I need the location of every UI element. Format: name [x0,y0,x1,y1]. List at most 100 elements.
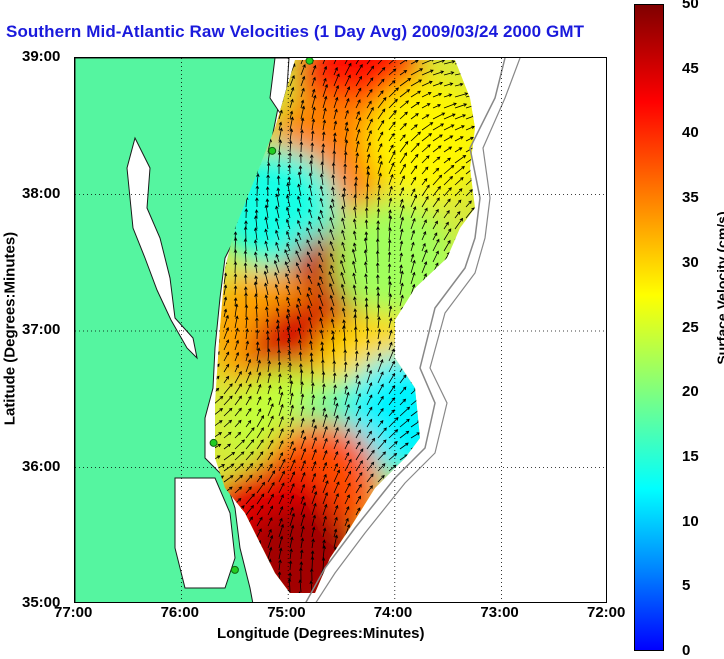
velocity-vector [353,194,357,208]
velocity-vector [432,520,445,527]
velocity-vector [267,595,270,603]
velocity-vector [587,372,590,383]
velocity-vector [465,564,475,571]
velocity-vector [565,407,570,416]
velocity-vector [300,483,306,494]
velocity-vector [317,228,324,241]
velocity-vector [454,307,463,318]
velocity-vector [287,350,292,362]
velocity-vector [465,456,475,461]
velocity-vector [278,139,283,153]
velocity-vector [277,151,282,164]
velocity-vector [421,316,429,329]
velocity-vector [563,232,566,240]
velocity-vector [477,576,484,581]
velocity-vector [366,88,373,98]
velocity-vector [366,171,371,186]
velocity-vector [353,326,358,340]
velocity-vector [510,331,516,339]
velocity-vector [355,128,361,142]
velocity-vector [234,439,245,450]
velocity-vector [583,216,587,229]
velocity-vector [465,308,473,318]
velocity-vector [421,563,430,571]
velocity-vector [310,556,315,571]
velocity-vector [278,535,284,549]
velocity-vector [587,463,591,471]
velocity-vector [400,596,404,603]
velocity-vector [295,238,302,252]
velocity-vector [321,371,326,384]
velocity-vector [355,483,362,494]
velocity-vector [265,318,270,329]
velocity-vector [215,387,220,395]
velocity-vector [256,173,260,186]
velocity-vector [554,509,559,515]
velocity-vector [465,200,472,208]
colorbar-tick-label: 0 [682,642,691,659]
velocity-vector [410,194,418,208]
velocity-vector [443,375,455,384]
velocity-vector [311,64,317,76]
velocity-vector [443,275,449,285]
velocity-vector [333,469,340,483]
velocity-vector [377,131,384,142]
velocity-vector [432,92,443,98]
velocity-vector [553,249,556,262]
velocity-vector [443,456,456,461]
velocity-vector [255,197,259,208]
velocity-vector [300,501,306,516]
velocity-vector [598,121,601,130]
velocity-vector [234,486,243,494]
velocity-vector [267,481,275,494]
velocity-vector [532,112,540,119]
velocity-vector [333,132,337,142]
velocity-vector [341,241,346,252]
velocity-vector [410,509,420,516]
velocity-vector [333,414,339,428]
x-tick-label: 75:00 [267,604,306,621]
velocity-vector [532,487,542,493]
velocity-vector [455,597,462,603]
velocity-vector [264,216,269,230]
velocity-vector [465,81,475,87]
velocity-vector [300,75,306,87]
map-plot-area[interactable] [74,57,607,603]
velocity-vector [266,348,271,362]
velocity-vector [319,317,324,329]
velocity-vector [377,407,384,417]
velocity-vector [594,218,598,229]
velocity-vector [410,124,418,131]
velocity-vector [410,283,416,296]
velocity-vector [443,573,455,582]
velocity-vector [355,362,359,373]
velocity-vector [554,383,560,394]
velocity-vector [532,265,535,273]
velocity-vector [322,413,328,428]
velocity-vector [311,490,318,505]
velocity-vector [343,583,347,593]
velocity-vector [465,365,475,373]
velocity-vector [267,415,274,428]
velocity-vector [286,182,291,197]
velocity-vector [433,595,440,603]
velocity-vector [598,529,601,537]
velocity-vector [477,479,489,482]
velocity-vector [488,157,496,163]
velocity-vector [399,294,404,307]
velocity-vector [355,99,361,109]
velocity-vector [543,142,549,152]
velocity-vector [300,537,305,549]
velocity-vector [215,408,224,417]
velocity-vector [364,219,369,230]
velocity-vector [234,451,245,461]
velocity-vector [377,451,387,461]
velocity-vector [223,475,234,483]
velocity-vector [510,135,518,141]
velocity-vector [543,260,546,273]
velocity-vector [300,429,305,439]
velocity-vector [355,152,359,164]
velocity-vector [554,195,557,207]
velocity-vector [344,452,350,461]
velocity-vector [377,557,385,571]
